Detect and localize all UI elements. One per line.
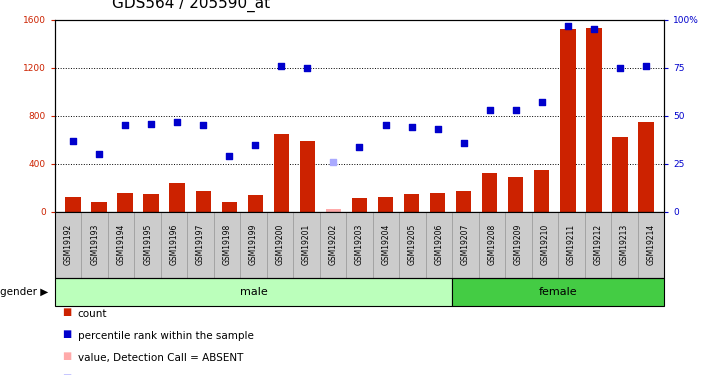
Bar — [300, 141, 316, 212]
Text: ■: ■ — [62, 351, 71, 361]
Text: GSM19201: GSM19201 — [302, 224, 311, 266]
Text: GSM19213: GSM19213 — [620, 224, 629, 266]
Bar — [66, 198, 81, 212]
Point — [354, 144, 366, 150]
Text: GSM19202: GSM19202 — [328, 224, 338, 266]
Text: value, Detection Call = ABSENT: value, Detection Call = ABSENT — [78, 353, 243, 363]
Text: GSM19193: GSM19193 — [90, 224, 99, 266]
Point — [328, 159, 339, 165]
Point — [94, 151, 105, 157]
Text: ■: ■ — [62, 329, 71, 339]
Text: ■: ■ — [62, 373, 71, 375]
Text: GSM19207: GSM19207 — [461, 224, 470, 266]
Text: GSM19209: GSM19209 — [514, 224, 523, 266]
Bar — [273, 134, 289, 212]
Bar — [534, 170, 550, 212]
Point — [406, 124, 417, 130]
Text: percentile rank within the sample: percentile rank within the sample — [78, 331, 253, 341]
Text: GSM19210: GSM19210 — [540, 224, 549, 266]
Text: GSM19203: GSM19203 — [355, 224, 364, 266]
Point — [198, 123, 209, 129]
Text: GSM19192: GSM19192 — [64, 224, 73, 266]
Bar — [144, 195, 159, 212]
Bar — [378, 198, 393, 212]
Point — [588, 27, 600, 33]
Bar — [248, 195, 263, 212]
Text: GSM19205: GSM19205 — [408, 224, 417, 266]
Text: GSM19206: GSM19206 — [434, 224, 443, 266]
Bar — [169, 183, 185, 212]
Point — [223, 153, 235, 159]
Bar — [612, 138, 628, 212]
Text: GSM19197: GSM19197 — [196, 224, 205, 266]
Point — [380, 123, 391, 129]
Text: gender ▶: gender ▶ — [0, 286, 48, 297]
Bar — [403, 194, 419, 212]
Bar — [326, 209, 341, 212]
Bar — [560, 30, 575, 212]
Bar — [508, 177, 523, 212]
Point — [119, 123, 131, 129]
Bar — [456, 192, 471, 212]
Point — [432, 126, 443, 132]
Bar — [352, 198, 367, 212]
Bar — [221, 202, 237, 212]
Bar — [638, 122, 653, 212]
Text: GSM19208: GSM19208 — [488, 224, 496, 266]
Point — [276, 63, 287, 69]
Text: GSM19196: GSM19196 — [170, 224, 178, 266]
Bar — [482, 174, 498, 212]
Text: GSM19199: GSM19199 — [249, 224, 258, 266]
Point — [302, 65, 313, 71]
Point — [484, 107, 496, 113]
Bar — [117, 193, 133, 212]
Text: count: count — [78, 309, 107, 320]
Bar — [196, 192, 211, 212]
Point — [146, 120, 157, 126]
Text: male: male — [240, 286, 268, 297]
Point — [510, 107, 521, 113]
Text: GSM19200: GSM19200 — [276, 224, 285, 266]
Text: GSM19212: GSM19212 — [593, 224, 603, 265]
Text: GSM19211: GSM19211 — [567, 224, 575, 265]
Text: GSM19214: GSM19214 — [646, 224, 655, 266]
Text: GSM19204: GSM19204 — [381, 224, 391, 266]
Point — [640, 63, 651, 69]
Bar — [586, 28, 602, 212]
Point — [562, 22, 573, 28]
Bar — [91, 202, 107, 212]
Point — [250, 142, 261, 148]
Point — [536, 99, 548, 105]
Point — [171, 118, 183, 124]
Text: female: female — [539, 286, 578, 297]
Text: GSM19194: GSM19194 — [116, 224, 126, 266]
Text: GSM19195: GSM19195 — [144, 224, 152, 266]
Point — [68, 138, 79, 144]
Text: GSM19198: GSM19198 — [223, 224, 231, 266]
Text: ■: ■ — [62, 308, 71, 318]
Text: GDS564 / 205590_at: GDS564 / 205590_at — [112, 0, 270, 12]
Bar — [430, 193, 446, 212]
Point — [614, 65, 625, 71]
Point — [458, 140, 469, 146]
